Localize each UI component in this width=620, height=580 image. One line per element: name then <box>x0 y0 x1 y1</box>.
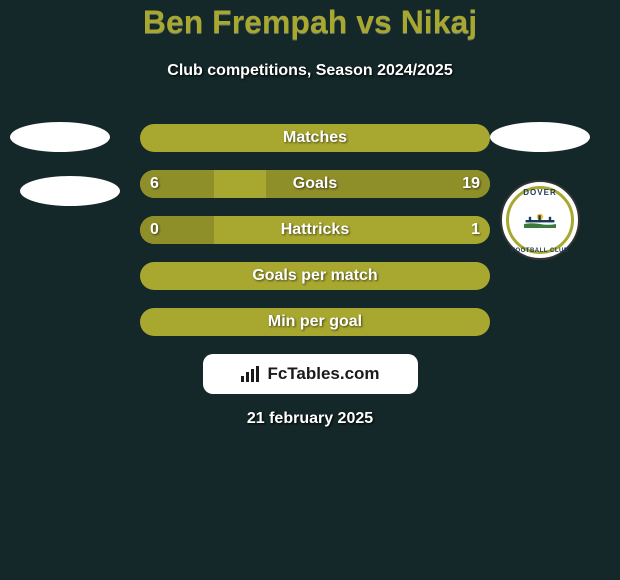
stat-bar-min-per-goal: Min per goal <box>140 308 490 336</box>
page-title: Ben Frempah vs Nikaj <box>0 4 620 41</box>
bar-label: Hattricks <box>281 221 349 239</box>
subtitle: Club competitions, Season 2024/2025 <box>0 62 620 80</box>
date-stamp: 21 february 2025 <box>0 410 620 428</box>
player-right-club-badge: DOVER FOOTBALL CLUB <box>500 180 580 260</box>
bar-chart-icon <box>241 366 261 382</box>
attribution-text: FcTables.com <box>267 364 379 384</box>
badge-text-top: DOVER <box>523 188 556 197</box>
bar-value-right: 19 <box>462 175 480 193</box>
stat-bar-goals-per-match: Goals per match <box>140 262 490 290</box>
bar-value-left: 6 <box>150 175 159 193</box>
player-left-avatar <box>10 122 110 152</box>
badge-bridge-icon <box>520 212 560 228</box>
player-right-avatar <box>490 122 590 152</box>
stat-bar-hattricks: 0 Hattricks 1 <box>140 216 490 244</box>
attribution-badge: FcTables.com <box>203 354 418 394</box>
stat-bar-matches: Matches <box>140 124 490 152</box>
bar-label: Goals <box>293 175 337 193</box>
bar-value-left: 0 <box>150 221 159 239</box>
stats-bars: Matches 6 Goals 19 0 Hattricks 1 Goals per matc… <box>140 124 490 354</box>
bar-label: Goals per match <box>252 267 377 285</box>
stat-bar-goals: 6 Goals 19 <box>140 170 490 198</box>
player-left-club-placeholder <box>20 176 120 206</box>
badge-text-bottom: FOOTBALL CLUB <box>511 248 568 254</box>
bar-label: Min per goal <box>268 313 362 331</box>
bar-label: Matches <box>283 129 347 147</box>
bar-value-right: 1 <box>471 221 480 239</box>
